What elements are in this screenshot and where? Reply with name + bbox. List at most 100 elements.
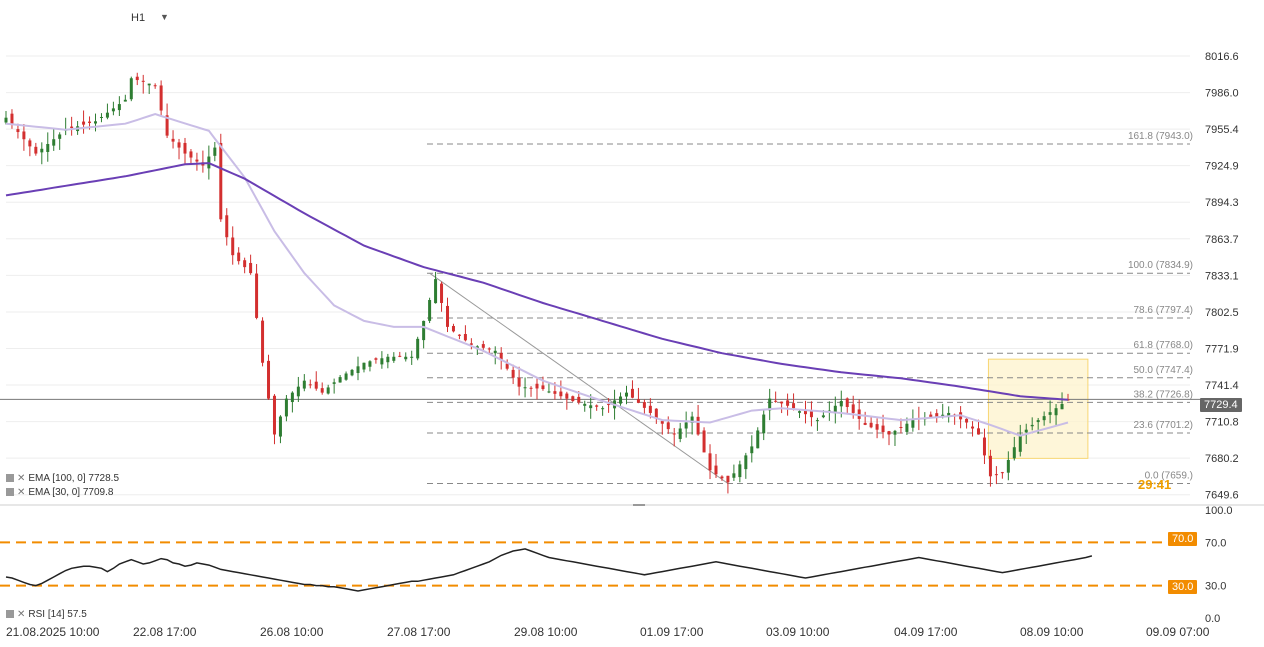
- candle-body: [117, 104, 121, 111]
- chevron-down-icon[interactable]: ▼: [160, 12, 169, 22]
- candle-body: [487, 348, 491, 350]
- y-tick-label: 7924.9: [1205, 161, 1239, 173]
- candle-body: [595, 405, 599, 407]
- current-price-tag: 7729.4: [1200, 398, 1242, 412]
- candle-body: [971, 426, 975, 429]
- y-tick-label: 8016.6: [1205, 51, 1239, 63]
- candle-body: [988, 455, 992, 477]
- fib-trend-line: [429, 272, 729, 484]
- ema100-line: [5, 162, 1069, 401]
- candle-body: [392, 356, 396, 361]
- candle-body: [809, 411, 813, 418]
- candle-body: [308, 384, 312, 386]
- fib-level-label: 161.8 (7943.0): [1128, 131, 1193, 142]
- candle-body: [1018, 434, 1022, 452]
- candle-body: [547, 391, 551, 393]
- candle-body: [666, 422, 670, 430]
- candle-body: [261, 320, 265, 363]
- candle-body: [332, 382, 336, 384]
- y-tick-label: 7863.7: [1205, 234, 1239, 246]
- candle-body: [798, 411, 802, 413]
- candle-body: [726, 475, 730, 483]
- candle-body: [147, 83, 151, 86]
- candle-body: [4, 117, 8, 123]
- y-tick-label: 7710.8: [1205, 417, 1239, 429]
- candle-body: [404, 356, 408, 360]
- x-tick-label: 01.09 17:00: [640, 625, 704, 639]
- candle-body: [469, 343, 473, 345]
- candle-body: [350, 369, 354, 376]
- candle-body: [756, 430, 760, 449]
- candle-body: [267, 360, 271, 399]
- fib-level-label: 38.2 (7726.8): [1134, 389, 1194, 400]
- candle-body: [786, 400, 790, 406]
- candle-body: [559, 391, 563, 397]
- candle-body: [141, 80, 145, 82]
- candle-body: [434, 279, 438, 304]
- candle-body: [463, 334, 467, 341]
- candle-body: [887, 431, 891, 435]
- highlight-box: [987, 358, 1089, 459]
- candle-body: [541, 385, 545, 390]
- candle-body: [296, 386, 300, 397]
- settings-icon[interactable]: [6, 610, 14, 619]
- candle-body: [374, 358, 378, 360]
- candle-body: [893, 430, 897, 435]
- settings-icon[interactable]: [6, 474, 14, 483]
- close-icon[interactable]: ✕: [17, 609, 26, 620]
- candle-body: [1000, 472, 1004, 474]
- candle-body: [869, 422, 873, 428]
- candle-body: [821, 415, 825, 418]
- candle-body: [815, 420, 819, 422]
- close-icon[interactable]: ✕: [17, 473, 26, 484]
- timeframe-selector[interactable]: H1: [131, 12, 146, 24]
- candle-body: [1012, 447, 1016, 459]
- candle-body: [505, 363, 509, 369]
- close-icon[interactable]: ✕: [17, 487, 26, 498]
- candle-body: [690, 416, 694, 423]
- y-tick-label: 7741.4: [1205, 380, 1239, 392]
- candle-body: [10, 113, 14, 125]
- candle-body: [738, 464, 742, 478]
- candle-body: [40, 148, 44, 153]
- candle-body: [451, 325, 455, 332]
- candle-body: [911, 420, 915, 428]
- candle-body: [1060, 403, 1064, 410]
- candle-body: [135, 76, 139, 81]
- candle-body: [708, 453, 712, 471]
- ema30-line: [5, 113, 1069, 437]
- fib-level-label: 23.6 (7701.2): [1134, 420, 1194, 431]
- candle-body: [929, 414, 933, 418]
- candle-body: [111, 108, 115, 112]
- x-tick-label: 26.08 10:00: [260, 625, 324, 639]
- x-tick-label: 04.09 17:00: [894, 625, 958, 639]
- y-tick-label: 7833.1: [1205, 270, 1239, 282]
- candle-body: [368, 361, 372, 367]
- candle-body: [380, 358, 384, 365]
- rsi-level-70-tag: 70.0: [1168, 532, 1198, 546]
- candle-body: [290, 392, 294, 403]
- legend-rsi[interactable]: ✕ RSI [14] 57.5: [6, 609, 87, 620]
- candle-body: [177, 142, 181, 148]
- candle-body: [219, 142, 223, 220]
- x-tick-label: 03.09 10:00: [766, 625, 830, 639]
- candle-body: [583, 403, 587, 406]
- y-tick-label: 7802.5: [1205, 307, 1239, 319]
- candle-body: [511, 369, 515, 378]
- y-tick-label: 7771.9: [1205, 344, 1239, 356]
- x-tick-label: 27.08 17:00: [387, 625, 451, 639]
- candle-body: [171, 138, 175, 142]
- candle-body: [517, 377, 521, 387]
- candle-body: [845, 398, 849, 407]
- legend-ema30[interactable]: ✕ EMA [30, 0] 7709.8: [6, 487, 113, 498]
- candle-body: [183, 142, 187, 154]
- candle-body: [1066, 399, 1070, 401]
- settings-icon[interactable]: [6, 488, 14, 497]
- candle-body: [481, 344, 485, 348]
- legend-ema100[interactable]: ✕ EMA [100, 0] 7728.5: [6, 473, 119, 484]
- candle-body: [255, 273, 259, 318]
- candle-body: [123, 99, 127, 102]
- candle-body: [153, 85, 157, 87]
- candle-body: [762, 414, 766, 434]
